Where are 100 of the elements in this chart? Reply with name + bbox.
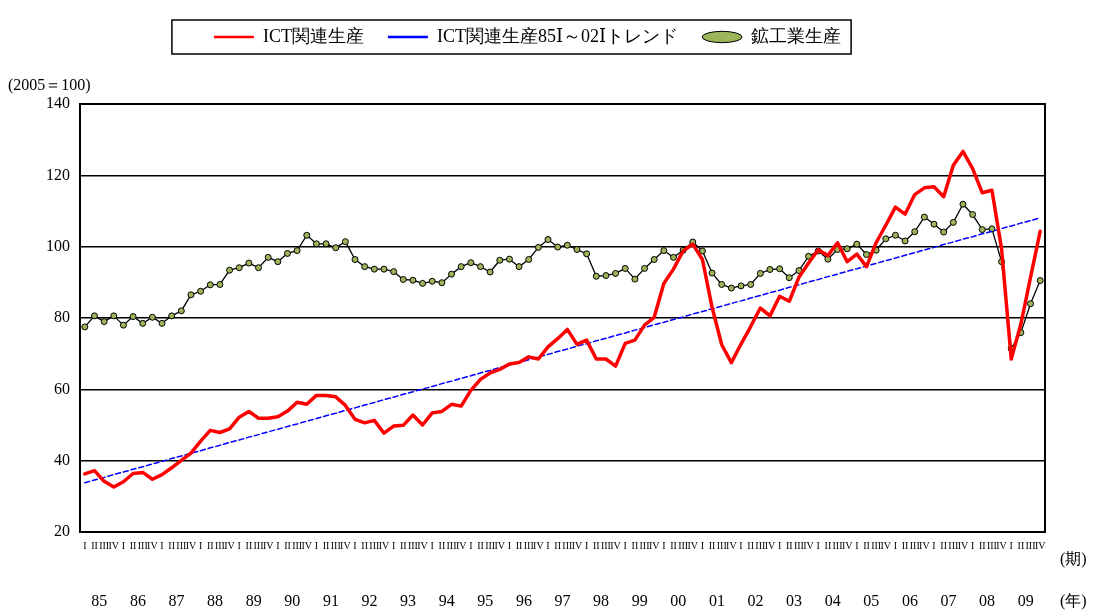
x-tick-label: IV xyxy=(919,539,931,551)
x-tick-label: I xyxy=(777,539,782,551)
text: 06 xyxy=(901,592,918,610)
x-tick-label: III xyxy=(99,539,110,551)
text: 00 xyxy=(670,592,687,610)
x-tick-label: II xyxy=(554,539,562,551)
x-tick-label: II xyxy=(631,539,639,551)
text: 05 xyxy=(863,592,880,610)
text: 87 xyxy=(168,592,185,610)
x-tick-label: I xyxy=(391,539,396,551)
x-tick-label: IV xyxy=(1034,539,1047,551)
x-tick-label: II xyxy=(1017,539,1025,551)
x-tick-label: III xyxy=(793,539,804,551)
x-tick-label: III xyxy=(562,539,573,551)
x-tick-label: IV xyxy=(262,539,275,551)
text: 97 xyxy=(554,592,571,610)
x-tick-label: III xyxy=(330,539,341,551)
x-tick-label: I xyxy=(276,539,280,551)
x-tick-label: III xyxy=(871,539,882,551)
x-tick-label: II xyxy=(129,539,137,551)
text: 95 xyxy=(477,592,494,610)
x-tick-label: IV xyxy=(996,539,1008,551)
x-tick-label: I xyxy=(546,539,550,551)
x-tick-label: II xyxy=(670,539,677,551)
x-tick-label: II xyxy=(245,539,253,551)
text: 01 xyxy=(708,592,725,610)
text: 86 xyxy=(129,592,146,610)
x-tick-label: III xyxy=(678,539,689,551)
x-tick-label: III xyxy=(214,539,225,551)
x-tick-label: I xyxy=(662,539,666,551)
x-tick-label: II xyxy=(863,539,870,551)
x-tick-label: III xyxy=(755,539,766,551)
x-tick-label: IV xyxy=(417,539,429,551)
x-tick-label: IV xyxy=(880,539,892,551)
legend-label: 鉱工業生産 xyxy=(751,25,842,46)
x-tick-label: II xyxy=(322,539,330,551)
x-tick-label: III xyxy=(523,539,534,551)
y-axis-title: (2005＝100) xyxy=(8,76,91,95)
x-tick-label: I xyxy=(469,539,473,551)
x-tick-label: III xyxy=(292,539,303,551)
x-tick-label: I xyxy=(700,539,705,551)
x-tick-label: I xyxy=(430,539,434,551)
y-tick-label: 80 xyxy=(54,308,70,326)
x-tick-label: IV xyxy=(764,539,777,551)
x-tick-label: I xyxy=(932,539,936,551)
x-tick-label: II xyxy=(284,539,291,551)
text: 91 xyxy=(322,592,339,610)
text: (年) xyxy=(1060,592,1087,611)
text: 03 xyxy=(786,592,803,610)
text: 96 xyxy=(515,592,532,610)
x-tick-label: IV xyxy=(224,539,236,551)
x-tick-label: I xyxy=(739,539,743,551)
text: (期) xyxy=(1060,550,1087,569)
x-tick-label: III xyxy=(832,539,843,551)
x-tick-label: III xyxy=(369,539,380,551)
x-tick-label: II xyxy=(91,539,98,551)
x-tick-label: IV xyxy=(726,539,738,551)
y-tick-label: 140 xyxy=(46,94,70,112)
x-tick-label: II xyxy=(747,539,755,551)
x-tick-label: I xyxy=(353,539,357,551)
x-tick-label: III xyxy=(1025,539,1036,551)
x-tick-label: I xyxy=(237,539,241,551)
x-tick-label: II xyxy=(824,539,832,551)
text: 08 xyxy=(979,592,996,610)
y-tick-label: 120 xyxy=(46,165,70,183)
x-tick-label: III xyxy=(948,539,959,551)
x-tick-label: II xyxy=(785,539,793,551)
legend-label: ICT関連生産85Ⅰ～02Ⅰトレンド xyxy=(436,25,679,46)
x-tick-label: IV xyxy=(340,539,352,551)
x-tick-label: III xyxy=(407,539,418,551)
x-tick-label: IV xyxy=(108,539,120,551)
text: 98 xyxy=(593,592,610,610)
x-tick-label: I xyxy=(816,539,820,551)
text: 92 xyxy=(361,592,378,610)
x-tick-label: III xyxy=(446,539,457,551)
x-tick-label: II xyxy=(361,539,369,551)
x-tick-label: IV xyxy=(610,539,622,551)
x-tick-label: II xyxy=(168,539,176,551)
x-tick-label: I xyxy=(1009,539,1013,551)
x-tick-label: II xyxy=(901,539,909,551)
x-tick-label: IV xyxy=(571,539,584,551)
x-tick-label: II xyxy=(438,539,446,551)
x-tick-label: I xyxy=(584,539,589,551)
text: 88 xyxy=(207,592,224,610)
x-tick-label: II xyxy=(477,539,484,551)
x-tick-label: IV xyxy=(957,539,970,551)
x-tick-label: III xyxy=(986,539,997,551)
x-tick-label: IV xyxy=(378,539,391,551)
text: 04 xyxy=(824,592,841,610)
x-tick-label: III xyxy=(485,539,496,551)
x-tick-label: IV xyxy=(841,539,854,551)
text: 85 xyxy=(91,592,108,610)
x-tick-label: II xyxy=(978,539,986,551)
text: 07 xyxy=(940,592,957,610)
legend-label: ICT関連生産 xyxy=(262,25,364,46)
x-tick-label: I xyxy=(198,539,203,551)
x-tick-label: I xyxy=(623,539,627,551)
x-tick-label: II xyxy=(708,539,716,551)
y-tick-label: 20 xyxy=(54,522,70,540)
x-tick-label: IV xyxy=(455,539,468,551)
